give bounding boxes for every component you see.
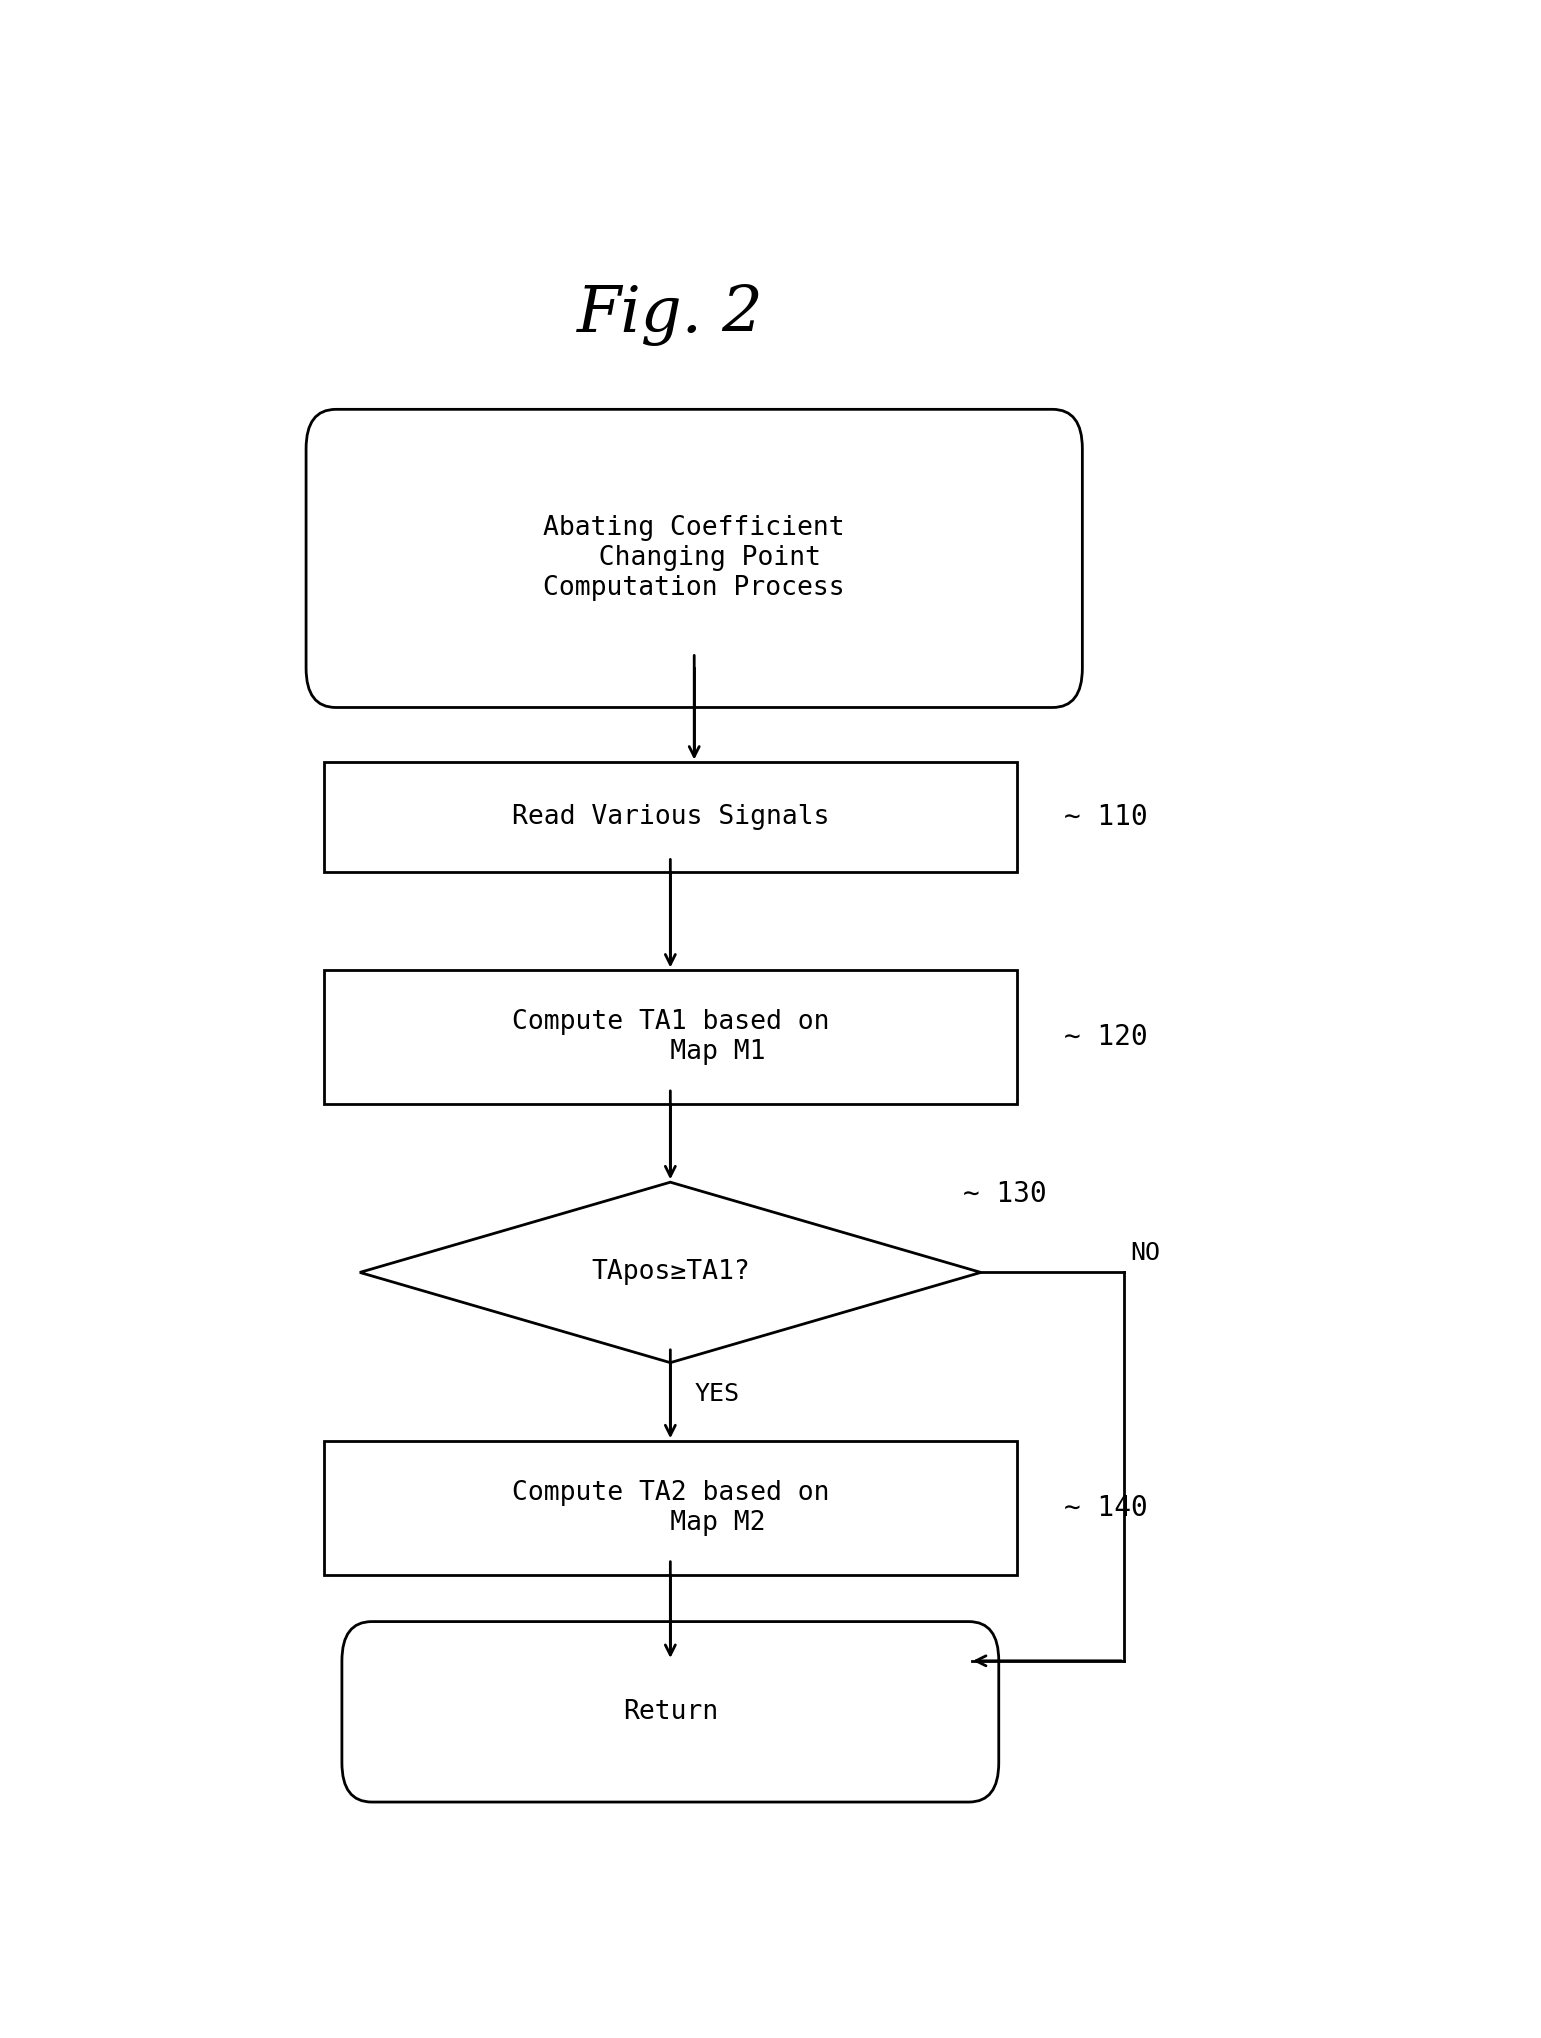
Text: Fig. 2: Fig. 2 [576,283,764,346]
FancyBboxPatch shape [307,410,1082,707]
Text: Read Various Signals: Read Various Signals [512,805,829,829]
Text: TApos≥TA1?: TApos≥TA1? [590,1259,750,1286]
Text: ∼ 120: ∼ 120 [1065,1023,1148,1052]
Text: YES: YES [695,1382,740,1406]
Text: ∼ 130: ∼ 130 [963,1180,1046,1209]
Text: Return: Return [623,1700,718,1724]
Bar [324,1441,1017,1575]
Text: ∼ 140: ∼ 140 [1065,1494,1148,1522]
Bar [324,970,1017,1105]
Polygon shape [361,1182,982,1363]
Text: ∼ 110: ∼ 110 [1065,803,1148,832]
Text: Compute TA1 based on
      Map M1: Compute TA1 based on Map M1 [512,1009,829,1066]
FancyBboxPatch shape [342,1622,999,1802]
Text: Abating Coefficient
  Changing Point
Computation Process: Abating Coefficient Changing Point Compu… [544,516,844,601]
Text: Compute TA2 based on
      Map M2: Compute TA2 based on Map M2 [512,1480,829,1537]
Text: NO: NO [1130,1241,1160,1264]
Bar [324,762,1017,872]
